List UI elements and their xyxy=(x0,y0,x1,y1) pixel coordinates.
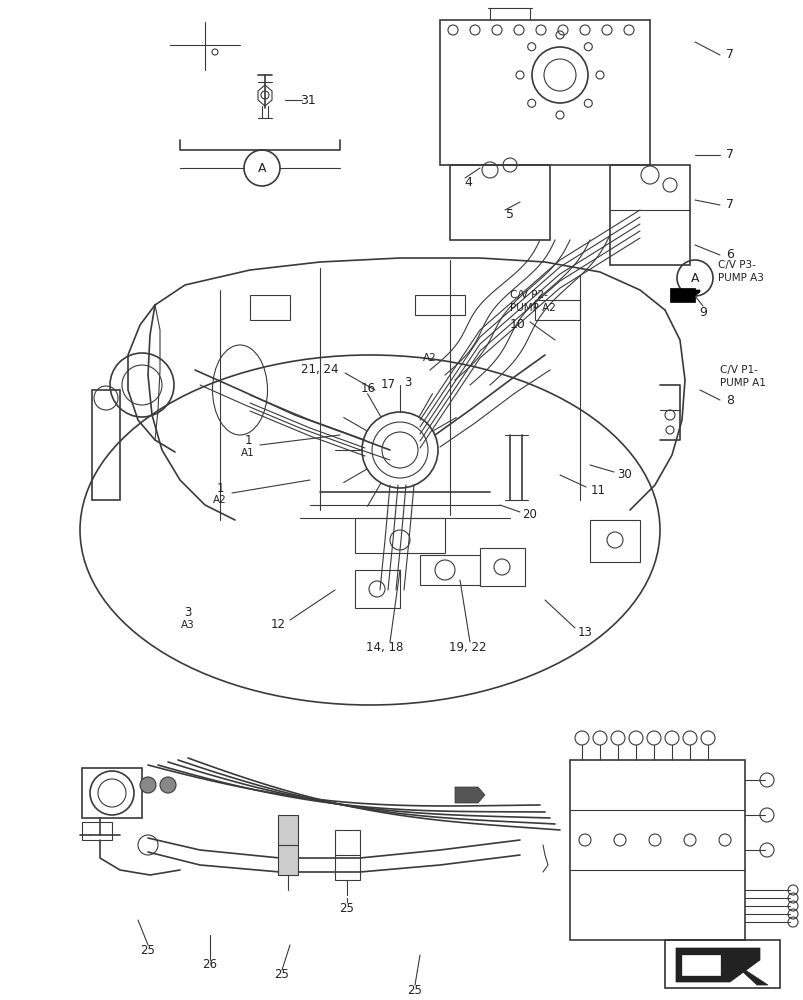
Bar xyxy=(355,518,444,553)
Bar xyxy=(250,295,290,320)
Text: 8: 8 xyxy=(725,393,733,406)
Text: PUMP A2: PUMP A2 xyxy=(509,303,555,313)
Text: 7: 7 xyxy=(725,148,733,161)
Polygon shape xyxy=(681,955,719,975)
Text: 9: 9 xyxy=(698,306,706,318)
Bar xyxy=(419,555,479,585)
Text: 13: 13 xyxy=(577,626,592,639)
Text: 31: 31 xyxy=(300,94,316,106)
Text: 11: 11 xyxy=(589,484,605,496)
Text: 25: 25 xyxy=(407,984,422,996)
Text: C/V P1-: C/V P1- xyxy=(719,365,757,375)
Text: 1: 1 xyxy=(244,434,251,446)
Text: C/V P2-: C/V P2- xyxy=(509,290,547,300)
Bar xyxy=(479,548,524,586)
Text: 10: 10 xyxy=(509,318,525,332)
Bar xyxy=(609,165,689,265)
Text: 4: 4 xyxy=(463,176,471,190)
Text: A: A xyxy=(690,271,699,284)
Bar xyxy=(92,390,120,500)
Text: 7: 7 xyxy=(725,198,733,212)
Bar xyxy=(82,768,142,818)
Bar xyxy=(534,300,579,320)
Bar xyxy=(589,520,639,562)
Text: A3: A3 xyxy=(181,620,194,630)
Bar xyxy=(335,830,360,880)
Text: 25: 25 xyxy=(339,902,354,914)
Bar xyxy=(278,815,298,875)
Text: C/V P3-: C/V P3- xyxy=(717,260,755,270)
Text: 7: 7 xyxy=(725,48,733,62)
Text: 6: 6 xyxy=(725,248,733,261)
Text: 21, 24: 21, 24 xyxy=(301,363,338,376)
Text: 3: 3 xyxy=(184,605,191,618)
Text: 12: 12 xyxy=(270,618,285,632)
Text: 20: 20 xyxy=(522,508,536,522)
Bar xyxy=(664,940,779,988)
Text: 1: 1 xyxy=(216,482,223,494)
Bar xyxy=(355,570,400,608)
Text: A2: A2 xyxy=(422,353,436,363)
Text: A: A xyxy=(258,161,266,174)
Polygon shape xyxy=(679,290,699,300)
Text: 3: 3 xyxy=(404,375,411,388)
Text: A1: A1 xyxy=(241,448,255,458)
Text: PUMP A1: PUMP A1 xyxy=(719,378,765,388)
Circle shape xyxy=(140,777,156,793)
Bar xyxy=(82,822,112,840)
Bar xyxy=(569,760,744,940)
Text: 25: 25 xyxy=(274,968,289,982)
Polygon shape xyxy=(669,288,694,302)
Bar xyxy=(414,295,464,315)
Text: 26: 26 xyxy=(202,958,218,972)
Circle shape xyxy=(160,777,176,793)
Text: 19, 22: 19, 22 xyxy=(449,642,486,654)
Bar xyxy=(450,165,549,240)
Text: 16: 16 xyxy=(360,381,375,394)
Text: 14, 18: 14, 18 xyxy=(366,642,403,654)
Polygon shape xyxy=(729,960,767,985)
Text: PUMP A3: PUMP A3 xyxy=(717,273,763,283)
Bar xyxy=(439,20,649,165)
Text: 30: 30 xyxy=(617,468,632,482)
Text: A2: A2 xyxy=(213,495,226,505)
Polygon shape xyxy=(454,787,484,803)
Text: 5: 5 xyxy=(505,209,513,222)
Text: 17: 17 xyxy=(380,378,395,391)
Text: 25: 25 xyxy=(141,944,155,956)
Polygon shape xyxy=(689,960,711,972)
Polygon shape xyxy=(675,948,759,982)
